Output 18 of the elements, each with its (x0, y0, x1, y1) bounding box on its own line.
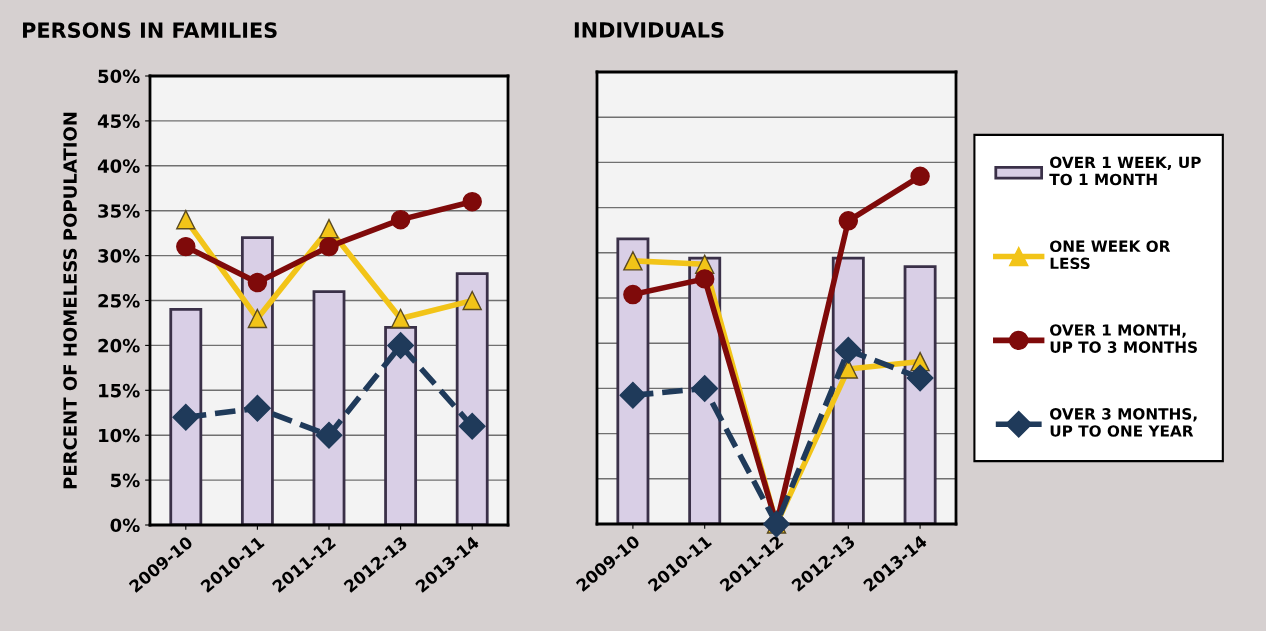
legend-label: OVER 1 MONTH, UP TO 3 MONTHS (1050, 324, 1197, 353)
y-tick-label: 25% (98, 293, 140, 308)
y-tick-label: 30% (98, 249, 140, 263)
legend-label: OVER 3 MONTHS, UP TO ONE YEAR (1050, 408, 1197, 437)
y-axis-title: PERCENT OF HOMELESS POPULATION (63, 112, 77, 489)
y-tick-label: 40% (97, 159, 140, 173)
chart-title: INDIVIDUALS (574, 22, 724, 38)
chart-title: PERSONS IN FAMILIES (23, 22, 277, 39)
y-tick-label: 45% (97, 114, 140, 129)
y-tick-label: 15% (99, 383, 140, 398)
y-tick-label: 5% (111, 473, 140, 488)
y-tick-label: 35% (98, 204, 140, 218)
legend-label: OVER 1 WEEK, UP TO 1 MONTH (1049, 156, 1201, 186)
legend-label: ONE WEEK OR LESS (1050, 240, 1171, 270)
y-tick-label: 50% (98, 69, 140, 84)
y-tick-label: 0% (110, 518, 140, 533)
y-tick-label: 10% (99, 428, 140, 443)
y-tick-label: 20% (98, 338, 140, 353)
